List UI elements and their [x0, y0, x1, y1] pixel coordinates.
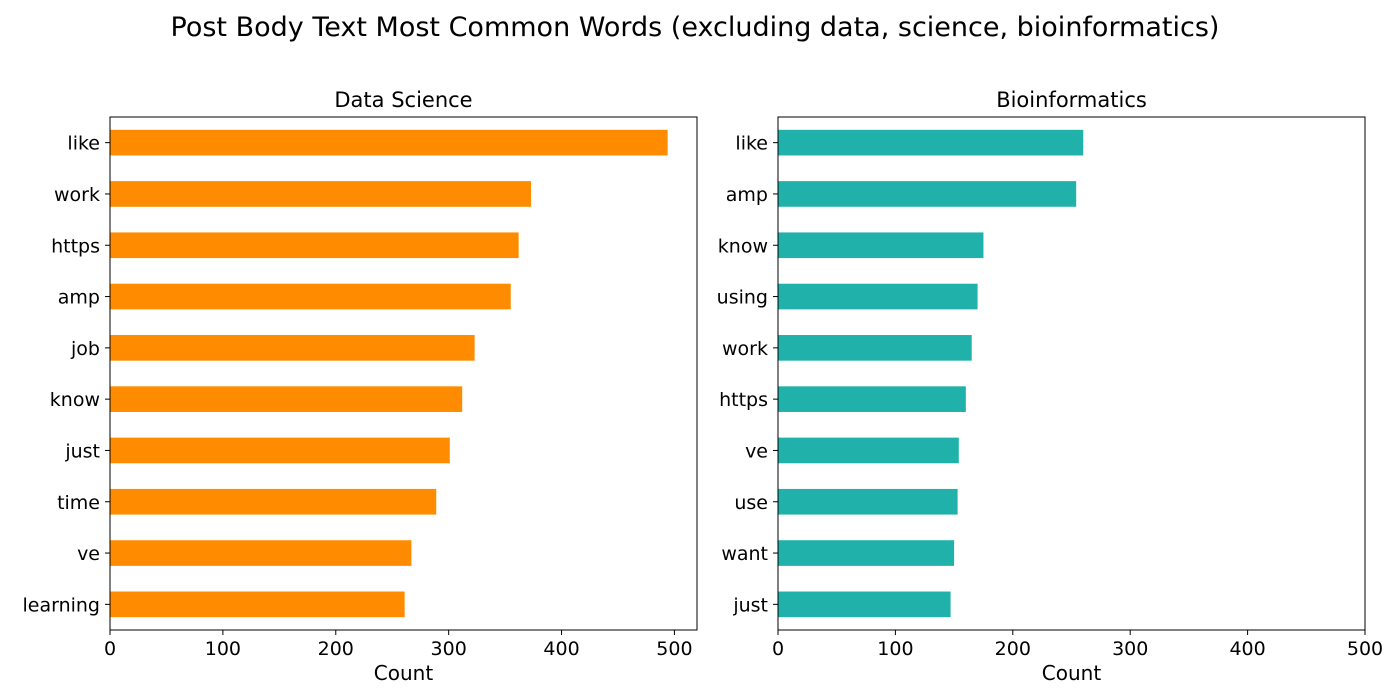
chart1-bar-https: [778, 386, 966, 412]
chart1-ytick-label-work: work: [722, 338, 768, 360]
chart0-ytick-label-ve: ve: [77, 543, 100, 565]
chart1-xtick-label: 100: [877, 638, 913, 660]
chart0-bar-like: [110, 129, 668, 156]
chart1-xtick-label: 200: [995, 638, 1031, 660]
chart0-ytick-label-just: just: [64, 440, 100, 462]
chart1-xtick-label: 400: [1229, 638, 1265, 660]
chart1-ytick-label-know: know: [718, 235, 768, 257]
chart1-bar-know: [778, 232, 984, 259]
chart1-title: Bioinformatics: [996, 88, 1147, 112]
chart1-bar-amp: [778, 181, 1077, 207]
chart0-ytick-label-job: job: [70, 338, 100, 360]
chart0-bar-job: [110, 335, 475, 361]
chart1-bar-want: [778, 540, 955, 566]
figure-title: Post Body Text Most Common Words (exclud…: [171, 12, 1220, 43]
chart0-bar-work: [110, 181, 532, 207]
chart0-ytick-label-https: https: [51, 235, 100, 257]
chart0-xtick-label: 200: [318, 638, 354, 660]
chart0-bar-ve: [110, 540, 412, 566]
chart0-ytick-label-work: work: [54, 184, 100, 206]
chart1-ytick-label-using: using: [717, 287, 768, 309]
chart1-xtick-label: 500: [1347, 638, 1383, 660]
chart1-bar-ve: [778, 437, 959, 464]
chart0-xtick-label: 0: [104, 638, 116, 660]
chart1-ytick-label-amp: amp: [726, 184, 768, 206]
chart0-axes-frame: [109, 116, 698, 631]
chart0-title: Data Science: [334, 88, 472, 112]
chart0-ytick-label-learning: learning: [22, 594, 100, 616]
chart0-bar-https: [110, 232, 519, 259]
chart1-ytick-label-like: like: [735, 133, 768, 155]
chart1-ytick-label-want: want: [721, 543, 768, 565]
chart1-ytick-label-use: use: [734, 492, 768, 514]
chart1-bar-just: [778, 591, 951, 618]
chart1-bar-use: [778, 488, 958, 515]
chart1-ytick-label-just: just: [732, 594, 768, 616]
panel-data-science: Data Science like work https amp job know just t…: [22, 88, 698, 685]
chart1-xtick-label: 0: [772, 638, 784, 660]
chart1-bar-using: [778, 283, 978, 310]
chart1-axes-frame: [777, 116, 1366, 631]
chart0-xtick-label: 100: [205, 638, 241, 660]
chart1-ytick-label-https: https: [719, 389, 768, 411]
chart0-bar-know: [110, 386, 463, 412]
chart0-bar-learning: [110, 591, 405, 618]
chart1-xtick-label: 300: [1112, 638, 1148, 660]
chart1-bar-like: [778, 129, 1084, 156]
chart1-bar-work: [778, 335, 972, 361]
chart0-ytick-label-know: know: [50, 389, 100, 411]
chart0-xlabel: Count: [374, 661, 434, 685]
chart1-ytick-label-ve: ve: [745, 440, 768, 462]
panel-bioinformatics: Bioinformatics like amp know using work https v…: [717, 88, 1383, 685]
chart0-bar-time: [110, 488, 437, 515]
chart0-xtick-label: 400: [543, 638, 579, 660]
chart0-ytick-label-amp: amp: [58, 287, 100, 309]
chart0-xtick-label: 500: [656, 638, 692, 660]
chart0-ytick-label-time: time: [57, 492, 100, 514]
chart0-bar-just: [110, 437, 450, 464]
chart0-ytick-label-like: like: [67, 133, 100, 155]
chart1-xlabel: Count: [1042, 661, 1102, 685]
chart0-xtick-label: 300: [431, 638, 467, 660]
chart0-bar-amp: [110, 283, 511, 310]
